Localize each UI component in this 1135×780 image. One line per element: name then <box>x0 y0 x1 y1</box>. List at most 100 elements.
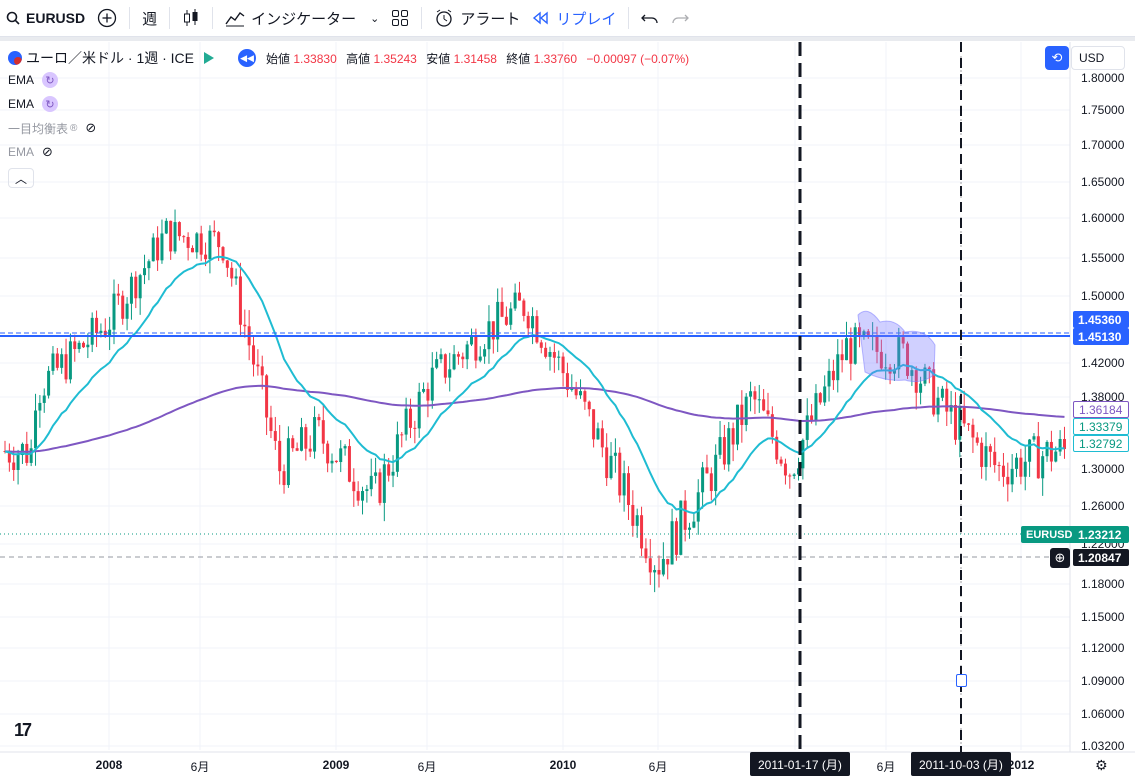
candle-body <box>234 276 238 279</box>
candle-body <box>147 261 151 269</box>
candle-body <box>291 438 295 449</box>
candle-body <box>299 427 303 451</box>
candle-body <box>1062 438 1066 450</box>
candle-body <box>984 446 988 467</box>
sync-scale-button[interactable]: ⟲ <box>1045 46 1069 70</box>
chart-type-button[interactable] <box>176 0 206 37</box>
candle-body <box>971 424 975 438</box>
drag-handle[interactable] <box>956 674 967 687</box>
candle-body <box>151 237 155 262</box>
candle-body <box>422 388 426 392</box>
candle-body <box>173 222 177 252</box>
candle-body <box>81 342 85 348</box>
candle-body <box>278 440 282 472</box>
candle-body <box>810 415 814 421</box>
toolbar-divider <box>628 7 630 29</box>
currency-select[interactable]: USD <box>1071 46 1125 70</box>
toolbar-divider <box>421 7 423 29</box>
candle-body <box>317 417 321 421</box>
indicator-ichimoku[interactable]: 一目均衡表 ® ⊘ <box>8 116 695 140</box>
plus-circle-icon <box>97 8 117 28</box>
eye-off-icon[interactable]: ⊘ <box>42 144 53 159</box>
candle-body <box>199 233 203 255</box>
legend-title[interactable]: ユーロ／米ドル · 1週 · ICE <box>26 50 195 66</box>
add-alert-plus-icon[interactable]: ⊕ <box>1050 548 1070 568</box>
indicator-ema-2[interactable]: EMA ↻ <box>8 92 695 116</box>
price-tick-label: 1.12000 <box>1081 641 1125 655</box>
candle-body <box>644 548 648 559</box>
candle-body <box>766 410 770 415</box>
candle-body <box>308 448 312 452</box>
candle-body <box>539 342 543 348</box>
candle-body <box>286 438 290 486</box>
candle-body <box>531 316 535 329</box>
close-label: 終値 <box>506 51 531 66</box>
candle-body <box>225 260 229 268</box>
price-tick-label: 1.50000 <box>1081 289 1125 303</box>
price-tick-label: 1.60000 <box>1081 211 1125 225</box>
eye-off-icon[interactable]: ⊘ <box>85 120 97 135</box>
candle-body <box>579 391 583 396</box>
candle-body <box>962 407 966 424</box>
candle-body <box>369 475 373 490</box>
layouts-button[interactable] <box>385 0 415 37</box>
market-status-icon[interactable] <box>204 52 215 64</box>
candle-body <box>949 405 953 412</box>
price-label-last: 1.32792 <box>1073 435 1129 452</box>
candle-body <box>932 369 936 415</box>
candle-body <box>1006 476 1010 485</box>
candle-body <box>256 364 260 367</box>
time-tick-label: 6月 <box>876 760 896 774</box>
candle-body <box>90 317 94 345</box>
candles <box>3 209 1066 593</box>
replay-button[interactable]: リプレイ <box>526 0 622 37</box>
symbol-search[interactable]: EURUSD <box>0 0 91 37</box>
candle-body <box>770 414 774 437</box>
candle-body <box>993 451 997 466</box>
tradingview-logo: 17 <box>14 720 32 740</box>
alert-button[interactable]: アラート <box>428 0 526 37</box>
collapse-legend-button[interactable]: ︿ <box>8 168 34 188</box>
price-tick-label: 1.18000 <box>1081 577 1125 591</box>
candle-body <box>1058 438 1062 452</box>
candle-body <box>134 276 138 299</box>
gear-icon[interactable]: ⚙ <box>1095 757 1108 773</box>
candle-body <box>879 351 883 369</box>
candle-body <box>51 353 55 371</box>
candle-body <box>243 324 247 327</box>
replay-back-icon[interactable]: ◀◀ <box>238 49 257 67</box>
date-marker-1: 2011-01-17 (月) <box>750 752 850 776</box>
candle-body <box>60 354 64 368</box>
candle-body <box>265 375 269 418</box>
candle-body <box>727 428 731 465</box>
interval-button[interactable]: 週 <box>136 0 163 37</box>
price-label-symbol: 1.23212 <box>1073 526 1129 543</box>
candle-body <box>1032 436 1036 440</box>
candle-body <box>661 559 665 575</box>
candle-body <box>374 472 378 476</box>
candle-body <box>783 463 787 476</box>
candle-body <box>121 295 125 319</box>
indicators-button[interactable]: インジケーター ⌄ <box>219 0 385 37</box>
undo-button[interactable] <box>635 0 665 37</box>
candle-body <box>55 353 59 368</box>
candle-body <box>143 268 147 276</box>
indicator-ema-3[interactable]: EMA ⊘ <box>8 140 695 164</box>
indicator-ema-1[interactable]: EMA ↻ <box>8 68 695 92</box>
grid-lines <box>0 42 1135 753</box>
compare-button[interactable] <box>91 0 123 37</box>
open-value: 1.33830 <box>293 51 337 66</box>
toolbar-divider <box>212 7 214 29</box>
price-tick-label: 1.15000 <box>1081 610 1125 624</box>
candle-body <box>304 427 308 449</box>
candle-body <box>683 500 687 530</box>
redo-button[interactable] <box>665 0 695 37</box>
candle-body <box>513 292 517 309</box>
candle-body <box>788 475 792 477</box>
candle-body <box>731 428 735 445</box>
candle-body <box>967 423 971 425</box>
candle-body <box>295 448 299 451</box>
candle-body <box>443 354 447 378</box>
price-tick-label: 1.06000 <box>1081 707 1125 721</box>
